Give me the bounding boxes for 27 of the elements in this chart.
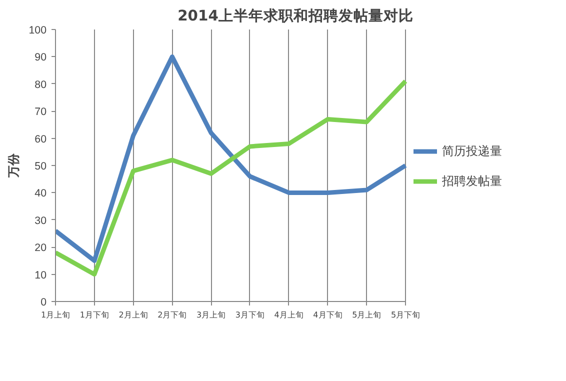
- x-tick-label: 2月下旬: [158, 310, 187, 320]
- x-tick-label: 4月下旬: [313, 310, 342, 320]
- x-tick-label: 3月上旬: [196, 310, 226, 320]
- chart-title: 2014上半年求职和招聘发帖量对比: [178, 8, 414, 24]
- y-tick-label: 30: [34, 214, 47, 227]
- x-tick-label: 5月上旬: [352, 310, 382, 320]
- y-tick-label: 50: [34, 160, 47, 172]
- x-tick-label: 1月下旬: [80, 310, 109, 320]
- y-tick-label: 60: [34, 133, 47, 146]
- y-tick-label: 100: [28, 24, 47, 36]
- y-tick-label: 40: [34, 188, 47, 200]
- x-tick-label: 1月上旬: [40, 310, 70, 320]
- legend-label: 简历投递量: [442, 142, 502, 160]
- y-tick-label: 10: [34, 269, 47, 282]
- legend-label: 招聘发帖量: [442, 172, 502, 190]
- y-tick-label: 70: [34, 106, 47, 118]
- y-tick-label: 0: [40, 296, 47, 308]
- x-tick-label: 5月下旬: [390, 310, 420, 320]
- x-tick-label: 3月下旬: [235, 310, 264, 320]
- y-tick-label: 80: [34, 78, 47, 91]
- x-tick-label: 2月上旬: [118, 310, 148, 320]
- x-tick-label: 4月上旬: [274, 310, 304, 320]
- y-tick-label: 20: [34, 242, 47, 254]
- y-axis-title: 万份: [6, 152, 21, 178]
- y-tick-label: 90: [34, 52, 47, 64]
- line-series: [56, 54, 408, 263]
- line-series: [56, 78, 408, 277]
